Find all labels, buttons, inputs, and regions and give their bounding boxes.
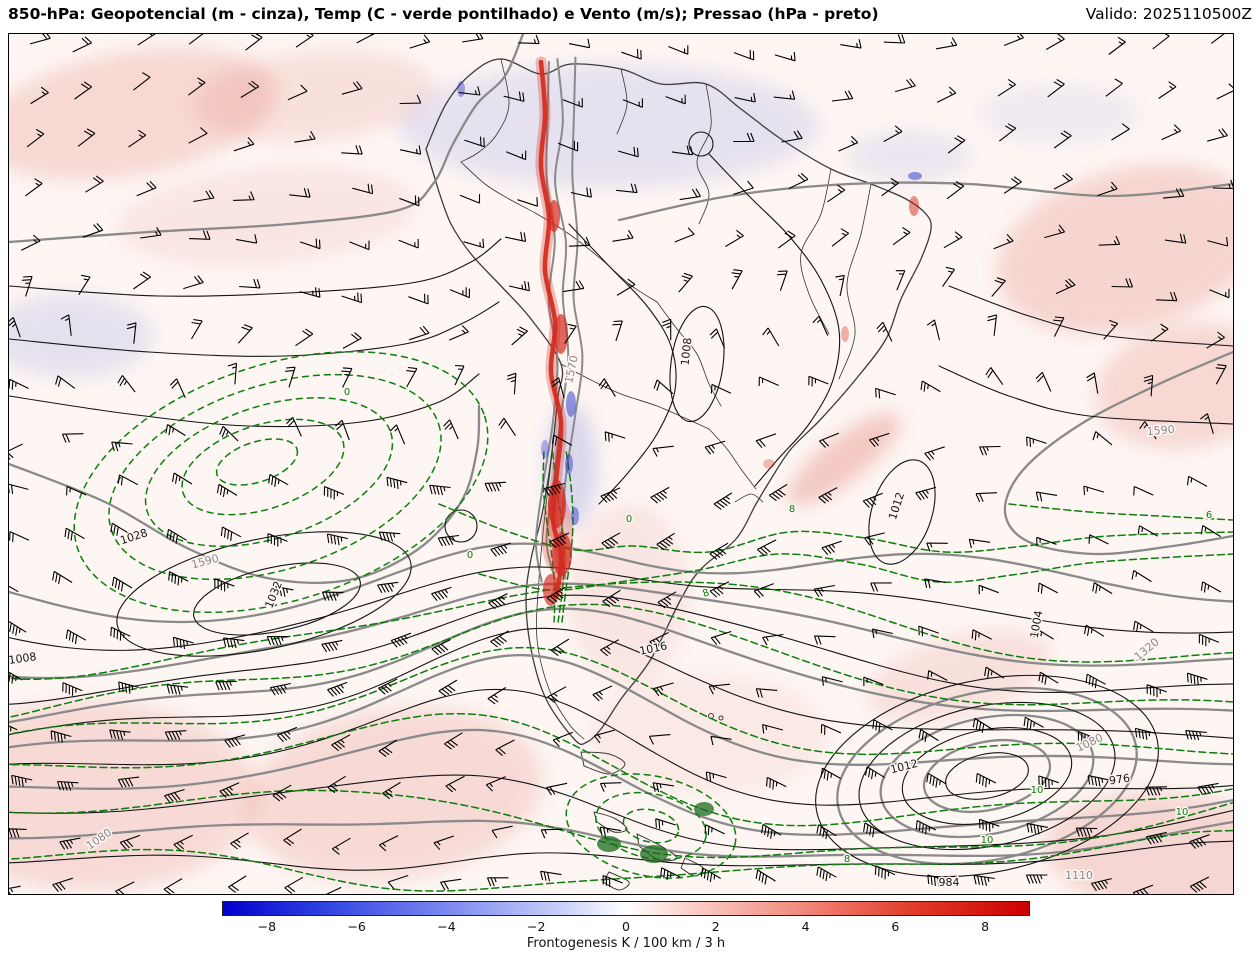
contour-label: 1008 [679, 337, 695, 366]
colorbar-label: Frontogenesis K / 100 km / 3 h [526, 936, 726, 951]
contour-label: 0 [344, 387, 350, 398]
valid-time-label: Valido: 2025110500Z [1085, 5, 1252, 23]
colorbar-tick: 8 [981, 919, 990, 934]
contour-label: 1004 [1028, 609, 1046, 639]
colorbar-tick: 0 [622, 919, 630, 934]
contour-label: 1110 [1065, 869, 1093, 882]
contour-label: 976 [1108, 772, 1131, 788]
colorbar-tick: −2 [527, 919, 546, 934]
contour-label: 10 [1031, 785, 1044, 796]
colorbar-tick: 6 [891, 919, 900, 934]
contour-label: 10 [1176, 807, 1189, 818]
contour-label: 1008 [9, 650, 37, 667]
contour-label: 1012 [886, 491, 907, 522]
contour-label: 1590 [1146, 423, 1175, 438]
colorbar-tick: −6 [347, 919, 366, 934]
contour-label: 8 [844, 854, 850, 865]
colorbar-tick: −4 [437, 919, 456, 934]
contour-label: 6 [1206, 510, 1212, 521]
chart-title: 850-hPa: Geopotencial (m - cinza), Temp … [8, 5, 879, 23]
contour-label: 984 [939, 876, 960, 889]
weather-map: 1590159015701320108010801110100810281032… [9, 34, 1233, 894]
contour-label: 1570 [562, 354, 581, 384]
wind-barbs [9, 34, 1233, 894]
contour-label: 1320 [1132, 635, 1162, 663]
colorbar-tick: −8 [257, 919, 277, 934]
pressure-contours [9, 131, 1233, 878]
contour-label: 8 [789, 504, 795, 515]
frontogenesis-band [457, 56, 922, 606]
contour-label: 10 [981, 835, 994, 846]
map-frame: 1590 1590 1570 1320 1080 1080 1110 1008 1028 1032… [8, 33, 1234, 895]
frontogenesis-colorbar [222, 901, 1030, 916]
colorbar-tick: 4 [801, 919, 810, 934]
contour-label: 1012 [889, 757, 919, 776]
contour-label: 0 [626, 514, 632, 525]
colorbar-tick: 2 [711, 919, 720, 934]
temperature-contours [9, 350, 1233, 892]
colorbar-ticks: −8 −6 −4 −2 0 2 4 6 8 [222, 919, 1030, 935]
contour-label: 0 [467, 550, 473, 561]
contour-label: 1590 [190, 552, 220, 572]
